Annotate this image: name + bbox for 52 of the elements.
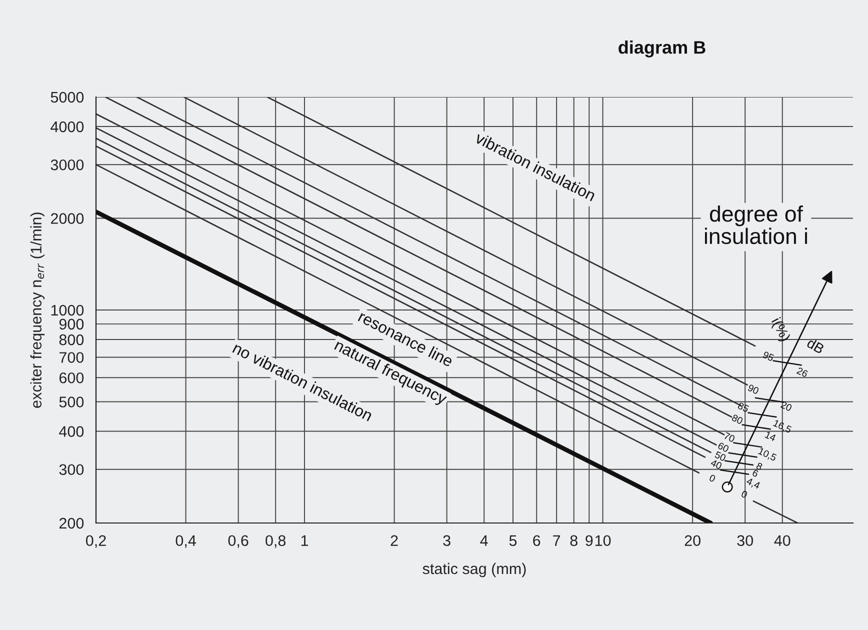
x-tick-label: 8 — [570, 535, 578, 546]
x-tick-label: 10 — [595, 535, 611, 546]
x-tick-label: 0,8 — [266, 535, 286, 548]
annotation: 60 — [717, 442, 730, 452]
y-tick-label: 500 — [59, 396, 84, 408]
x-tick-label: 3 — [443, 535, 450, 546]
annotation: 26 — [796, 367, 808, 378]
x-tick-label: 9 — [586, 535, 593, 546]
y-axis-title: exciter frequency n$_{err}$ (1/min) — [30, 212, 45, 408]
annotation: 0 — [740, 490, 748, 498]
x-axis-title: static sag (mm) — [422, 562, 526, 578]
annotation: 10,5 — [758, 447, 778, 462]
annotation: 80 — [731, 414, 744, 424]
x-tick-label: 6 — [533, 535, 540, 546]
annotation: 0 — [708, 474, 716, 482]
x-tick-label: 1 — [301, 535, 308, 546]
annotation: dB — [806, 337, 825, 354]
x-tick-label: 40 — [774, 535, 790, 546]
y-tick-label: 3000 — [50, 159, 84, 170]
x-tick-label: 0,4 — [176, 535, 196, 548]
annotation: 4,4 — [745, 477, 761, 490]
x-tick-label: 0,6 — [228, 535, 248, 548]
y-tick-label: 900 — [59, 318, 84, 330]
annotation: 85 — [737, 402, 750, 412]
annotation: 40 — [710, 458, 722, 470]
x-tick-label: 2 — [390, 535, 398, 546]
x-tick-label: 4 — [480, 535, 488, 546]
annotation: 50 — [714, 451, 726, 462]
y-tick-label: 400 — [59, 426, 84, 437]
y-tick-label: 200 — [59, 518, 84, 529]
y-tick-label: 800 — [59, 334, 84, 346]
y-tick-label: 300 — [59, 464, 84, 476]
annotation: degree of insulation i — [704, 205, 808, 244]
chart-title: diagram B — [618, 40, 706, 58]
annotation: 8 — [756, 462, 763, 470]
annotation: 95 — [762, 351, 774, 362]
annotation: i(%) — [768, 316, 792, 344]
x-tick-label: 20 — [684, 535, 700, 546]
y-tick-label: 5000 — [50, 92, 84, 103]
annotation: 6 — [752, 469, 759, 478]
annotation: 90 — [747, 384, 760, 394]
x-tick-label: 30 — [737, 535, 753, 546]
x-tick-label: 5 — [509, 535, 517, 546]
annotation: 70 — [723, 432, 736, 442]
y-tick-label: 700 — [59, 352, 84, 363]
x-tick-label: 0,2 — [86, 535, 106, 548]
y-tick-label: 600 — [59, 372, 84, 384]
annotation: 20 — [780, 401, 792, 412]
y-tick-label: 2000 — [50, 213, 84, 224]
y-tick-label: 1000 — [51, 304, 84, 316]
y-tick-label: 4000 — [50, 121, 84, 132]
x-tick-label: 7 — [553, 535, 560, 546]
